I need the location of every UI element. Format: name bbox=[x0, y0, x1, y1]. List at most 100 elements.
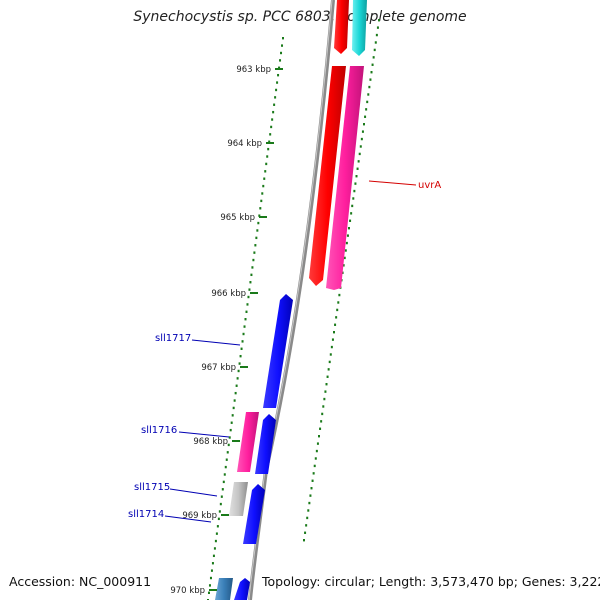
kbp-tick-label: 966 kbp bbox=[211, 289, 246, 299]
inner-tick-dot bbox=[233, 399, 236, 402]
outer-tick-dot bbox=[334, 323, 337, 326]
inner-tick-dot bbox=[276, 81, 279, 84]
inner-tick-dot bbox=[259, 207, 262, 210]
outer-tick-dot bbox=[372, 56, 375, 59]
genome-title: Synechocystis sp. PCC 6803, complete gen… bbox=[133, 9, 467, 25]
outer-tick-dot bbox=[326, 375, 329, 378]
inner-tick-dot bbox=[246, 303, 249, 306]
inner-tick-dot bbox=[226, 451, 229, 454]
kbp-tick-label: 968 kbp bbox=[193, 437, 228, 447]
outer-tick-dot bbox=[369, 78, 372, 81]
inner-tick-dot bbox=[232, 406, 235, 410]
inner-tick-dot bbox=[235, 384, 238, 387]
outer-tick-dot bbox=[319, 427, 322, 430]
kbp-tick-label: 970 kbp bbox=[170, 586, 205, 596]
inner-tick-dot bbox=[211, 562, 214, 565]
inner-tick-dot bbox=[261, 192, 264, 195]
outer-tick-dot bbox=[314, 457, 317, 460]
genome-backbone-highlight bbox=[248, 0, 333, 600]
gene-label-sll1716[interactable]: sll1716 bbox=[141, 425, 177, 436]
outer-tick-dot bbox=[320, 420, 323, 423]
inner-tick-dot bbox=[248, 288, 251, 291]
outer-tick-dot bbox=[373, 48, 376, 52]
gene-label-sll1717[interactable]: sll1717 bbox=[155, 333, 191, 344]
sll1714-leader bbox=[164, 515, 212, 523]
inner-tick-dot bbox=[255, 236, 258, 240]
gene-arrow-steel-bottom[interactable] bbox=[215, 578, 233, 600]
gene-arrow-cyan-top[interactable] bbox=[352, 0, 367, 56]
outer-tick-dot bbox=[363, 123, 365, 126]
outer-tick-dot bbox=[352, 197, 355, 200]
outer-tick-dot bbox=[361, 130, 364, 133]
inner-tick-dot bbox=[278, 66, 281, 69]
outer-tick-dot bbox=[350, 212, 353, 215]
outer-tick-dot bbox=[316, 442, 319, 445]
inner-tick-dot bbox=[238, 362, 241, 365]
gene-arrow-sll1716-blue[interactable] bbox=[255, 414, 276, 474]
inner-tick-dot bbox=[207, 591, 210, 595]
outer-tick-dot bbox=[335, 316, 338, 319]
gene-arrow-sll1716-magenta[interactable] bbox=[237, 412, 259, 472]
inner-tick-dot bbox=[254, 244, 257, 247]
inner-tick-dot bbox=[234, 391, 237, 395]
outer-tick-dot bbox=[356, 167, 359, 170]
outer-tick-dot bbox=[327, 368, 330, 371]
outer-tick-dot bbox=[325, 383, 328, 386]
kbp-tick-label: 969 kbp bbox=[182, 511, 217, 521]
inner-tick-dot bbox=[215, 532, 218, 535]
inner-tick-dot bbox=[281, 44, 284, 47]
outer-tick-dot bbox=[357, 160, 360, 163]
inner-tick-dot bbox=[270, 125, 273, 129]
inner-tick-dot bbox=[228, 436, 231, 439]
inner-tick-dot bbox=[247, 295, 250, 299]
outer-tick-dot bbox=[354, 182, 357, 185]
inner-tick-dot bbox=[243, 325, 246, 328]
inner-tick-dot bbox=[251, 266, 254, 269]
gene-arrow-sll1714-blue[interactable] bbox=[243, 484, 265, 544]
outer-tick-dot bbox=[367, 93, 370, 96]
outer-tick-dot bbox=[355, 175, 358, 178]
outer-tick-dot bbox=[306, 516, 309, 520]
gene-label-sll1715[interactable]: sll1715 bbox=[134, 482, 170, 493]
inner-tick-dot bbox=[265, 162, 268, 166]
inner-tick-dot bbox=[272, 110, 275, 114]
gene-arrow-uvrA-magenta[interactable] bbox=[326, 66, 364, 290]
inner-tick-dot bbox=[230, 421, 233, 424]
inner-tick-dot bbox=[239, 354, 242, 358]
inner-tick-dot bbox=[208, 584, 211, 587]
outer-tick-dot bbox=[374, 41, 377, 44]
outer-tick-dot bbox=[336, 308, 339, 312]
gene-label-sll1714[interactable]: sll1714 bbox=[128, 509, 164, 520]
genome-backbone bbox=[248, 0, 335, 600]
outer-tick-dot bbox=[337, 301, 340, 304]
gene-label-uvrA[interactable]: uvrA bbox=[418, 180, 441, 191]
inner-tick-dot bbox=[213, 547, 216, 550]
inner-tick-dot bbox=[218, 510, 221, 513]
inner-tick-dot bbox=[245, 310, 248, 314]
gene-arrow-red-top[interactable] bbox=[334, 0, 349, 54]
gene-arrow-blue-bottom[interactable] bbox=[234, 578, 250, 600]
inner-tick-dot bbox=[224, 465, 227, 469]
outer-tick-dot bbox=[342, 264, 345, 267]
outer-tick-dot bbox=[311, 479, 314, 482]
outer-tick-dot bbox=[324, 390, 327, 393]
gene-arrow-uvrA-red[interactable] bbox=[309, 66, 346, 286]
outer-tick-dot bbox=[322, 405, 325, 408]
outer-tick-dot bbox=[370, 71, 373, 74]
outer-tick-dot bbox=[366, 100, 369, 104]
inner-tick-dot bbox=[271, 118, 274, 121]
kbp-tick-label: 965 kbp bbox=[220, 213, 255, 223]
outer-tick-dot bbox=[329, 353, 332, 356]
gene-arrow-sll1715-grey[interactable] bbox=[229, 482, 248, 516]
outer-tick-dot bbox=[348, 227, 350, 230]
inner-tick-dot bbox=[252, 258, 255, 262]
kbp-tick-label: 967 kbp bbox=[201, 363, 236, 373]
outer-tick-dot bbox=[330, 345, 333, 349]
gene-arrow-sll1717[interactable] bbox=[263, 294, 293, 408]
inner-tick-dot bbox=[219, 502, 222, 506]
inner-tick-dot bbox=[253, 251, 256, 254]
outer-tick-dot bbox=[353, 189, 356, 193]
inner-tick-dot bbox=[260, 199, 263, 203]
outer-tick-dot bbox=[315, 449, 318, 453]
